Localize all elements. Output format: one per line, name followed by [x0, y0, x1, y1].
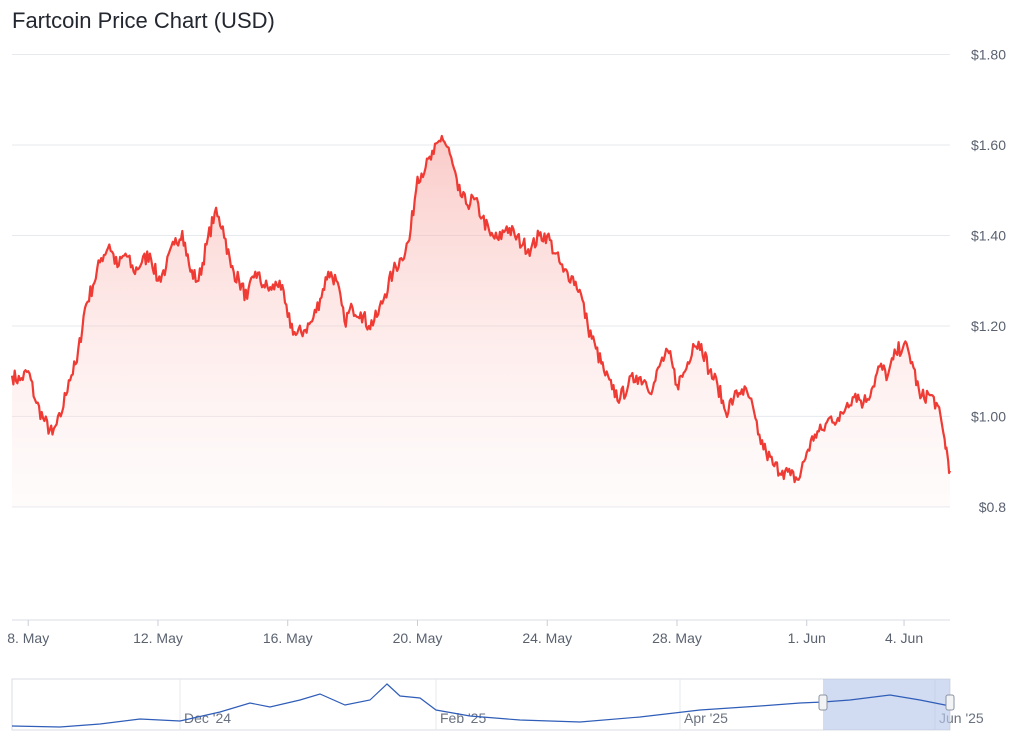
y-tick-label: $0.8 [979, 499, 1006, 515]
chart-title: Fartcoin Price Chart (USD) [12, 8, 275, 33]
navigator-handle-right[interactable] [945, 694, 955, 711]
y-tick-label: $1.00 [971, 408, 1006, 424]
navigator-label: Jun '25 [939, 710, 984, 726]
price-area [12, 136, 950, 508]
x-tick-label: 8. May [7, 630, 49, 646]
y-tick-label: $1.20 [971, 318, 1006, 334]
x-axis: 8. May 12. May 16. May 20. May 24. May 28. Ma… [7, 620, 923, 646]
x-tick-label: 4. Jun [885, 630, 923, 646]
navigator-frame [11, 678, 951, 731]
navigator-selection[interactable] [823, 679, 950, 730]
x-tick-label: 28. May [652, 630, 702, 646]
navigator-label: Dec '24 [184, 710, 231, 726]
x-tick-label: 24. May [522, 630, 572, 646]
y-axis-labels: $1.80 $1.60 $1.40 $1.20 $1.00 $0.8 [971, 47, 1006, 515]
y-tick-label: $1.80 [971, 47, 1006, 63]
navigator-handle-left[interactable] [818, 694, 828, 711]
x-tick-label: 16. May [263, 630, 313, 646]
x-tick-label: 1. Jun [788, 630, 826, 646]
y-tick-label: $1.60 [971, 137, 1006, 153]
navigator[interactable]: Dec '24 Feb '25 Apr '25 Jun '25 [11, 678, 984, 731]
navigator-line [11, 683, 951, 728]
navigator-label: Feb '25 [440, 710, 486, 726]
price-line[interactable] [10, 134, 952, 484]
navigator-label: Apr '25 [684, 710, 728, 726]
x-tick-label: 12. May [133, 630, 183, 646]
x-tick-label: 20. May [393, 630, 443, 646]
y-tick-label: $1.40 [971, 227, 1006, 243]
